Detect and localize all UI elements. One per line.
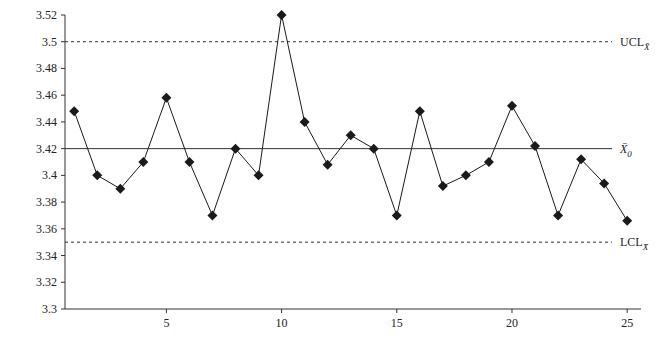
y-tick-label: 3.5: [42, 35, 57, 49]
control-label: LCLX̄: [620, 235, 649, 252]
y-tick-label: 3.48: [36, 61, 57, 75]
y-tick: [61, 15, 65, 16]
marker: [184, 157, 194, 167]
y-tick-label: 3.52: [36, 8, 57, 22]
marker: [69, 106, 79, 116]
marker: [484, 157, 494, 167]
marker: [323, 160, 333, 170]
x-tick-label: 5: [163, 316, 169, 330]
data-group: [69, 10, 632, 226]
y-tick-label: 3.44: [36, 115, 57, 129]
control-label-sub: X̄: [643, 42, 650, 52]
x-tick: [511, 309, 512, 313]
marker: [438, 181, 448, 191]
x-tick-label: 25: [621, 316, 633, 330]
y-tick-label: 3.46: [36, 88, 57, 102]
marker: [115, 184, 125, 194]
y-tick: [61, 41, 65, 42]
marker: [553, 210, 563, 220]
marker: [277, 10, 287, 20]
marker: [392, 210, 402, 220]
y-tick: [61, 175, 65, 176]
control-line: [65, 41, 612, 42]
marker: [507, 101, 517, 111]
marker: [300, 117, 310, 127]
marker: [230, 144, 240, 154]
x-tick-label: 10: [276, 316, 288, 330]
x-axis: [65, 309, 641, 310]
marker: [461, 170, 471, 180]
y-tick-label: 3.4: [42, 168, 57, 182]
marker: [599, 178, 609, 188]
y-tick: [61, 255, 65, 256]
marker: [369, 144, 379, 154]
control-label: UCLX̄: [620, 35, 650, 52]
marker: [346, 130, 356, 140]
marker: [415, 106, 425, 116]
marker: [530, 141, 540, 151]
y-tick-label: 3.36: [36, 222, 57, 236]
y-tick: [61, 309, 65, 310]
control-label: X̄0: [619, 142, 632, 159]
y-tick: [61, 228, 65, 229]
y-tick-label: 3.3: [42, 302, 57, 316]
marker: [254, 170, 264, 180]
x-tick: [281, 309, 282, 313]
marker: [207, 210, 217, 220]
y-tick: [61, 148, 65, 149]
y-tick: [61, 202, 65, 203]
y-tick-label: 3.34: [36, 249, 57, 263]
chart: 3.3 3.32 3.34 3.36 3.38 3.4 3.42 3.44 3.46 3.48 3.…: [0, 0, 667, 338]
marker: [622, 216, 632, 226]
marker: [92, 170, 102, 180]
y-tick-label: 3.32: [36, 275, 57, 289]
y-tick: [61, 121, 65, 122]
control-label-sub: X̄: [642, 242, 649, 252]
y-tick: [61, 95, 65, 96]
marker: [576, 154, 586, 164]
x-tick: [627, 309, 628, 313]
control-label-main: UCL: [620, 35, 644, 49]
y-tick-label: 3.42: [36, 142, 57, 156]
y-tick: [61, 282, 65, 283]
control-label-sub: 0: [627, 149, 632, 159]
x-tick: [396, 309, 397, 313]
marker: [138, 157, 148, 167]
control-line: [65, 148, 612, 149]
y-tick: [61, 68, 65, 69]
y-tick-label: 3.38: [36, 195, 57, 209]
y-axis: [65, 15, 66, 309]
marker: [161, 93, 171, 103]
control-label-main: LCL: [620, 235, 643, 249]
x-tick-label: 15: [391, 316, 403, 330]
series-line: [74, 15, 627, 221]
x-tick: [166, 309, 167, 313]
control-line: [65, 242, 612, 243]
x-tick-label: 20: [506, 316, 518, 330]
